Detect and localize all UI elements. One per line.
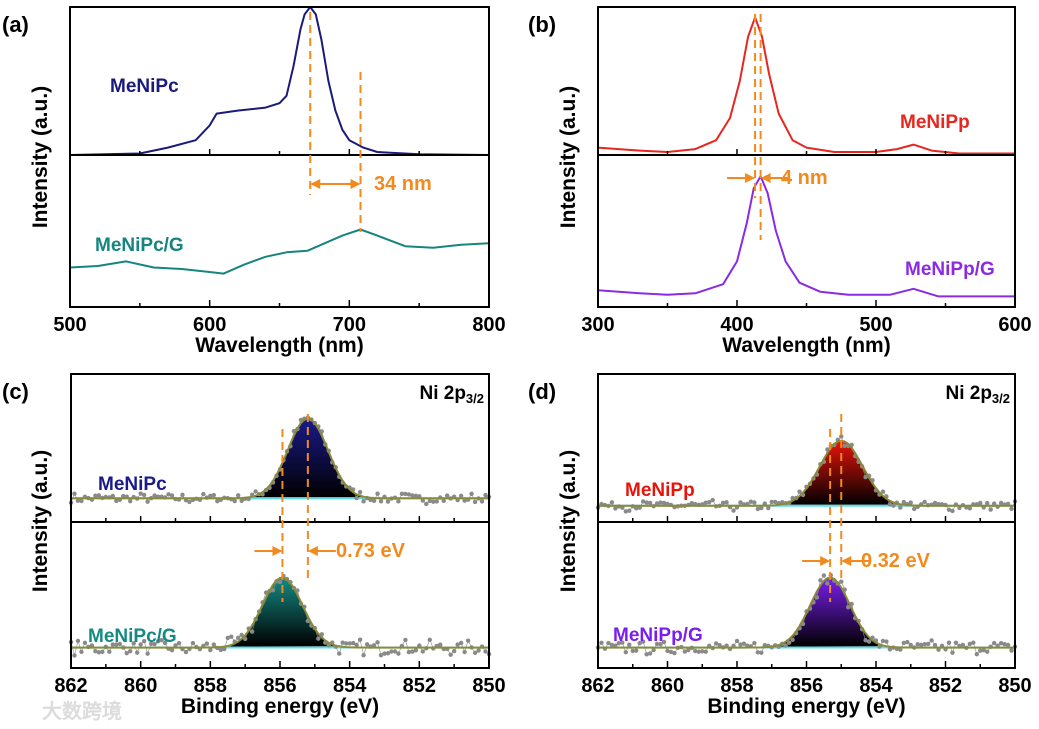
- panel-title: Ni 2p3/2: [419, 383, 484, 406]
- watermark: 大数跨境: [42, 699, 122, 723]
- x-tick-label: 500: [859, 314, 892, 336]
- x-axis: 862 860 858 856 854 852 850: [581, 516, 1032, 697]
- fit-line: [71, 417, 489, 500]
- shift-label: 4 nm: [781, 167, 828, 189]
- x-tick-label: 400: [720, 314, 753, 336]
- title-subscript: 3/2: [466, 391, 484, 406]
- series-menipp: MeNiPp: [595, 434, 1018, 514]
- panel-d: MeNiPp MeNiPp/G 862 860 858 856 854 852 850 Bindi…: [528, 373, 1032, 718]
- x-tick-label: 862: [54, 675, 87, 697]
- arrow-head: [841, 556, 852, 566]
- x-tick-label: 600: [193, 314, 226, 336]
- x-tick-label: 860: [124, 675, 157, 697]
- fit-line: [598, 576, 1015, 649]
- arrow-head: [272, 546, 283, 556]
- arrow-head-right: [350, 179, 361, 189]
- series-menipp: MeNiPp: [597, 16, 1015, 155]
- x-tick-label: 856: [790, 675, 823, 697]
- x-axis: 300 400 500 600: [581, 149, 1032, 336]
- x-axis-label: Wavelength (nm): [195, 334, 363, 357]
- series-label: MeNiPc/G: [95, 235, 184, 256]
- arrow-head: [745, 173, 756, 183]
- series-label: MeNiPp: [900, 112, 970, 133]
- series-menipc-g: MeNiPc/G: [69, 228, 490, 275]
- fit-line: [598, 439, 1015, 507]
- series-line: [597, 16, 1015, 155]
- series-label: MeNiPc: [110, 76, 179, 97]
- shift-label: 0.32 eV: [861, 550, 931, 572]
- series-label: MeNiPp: [625, 480, 695, 501]
- arrow-head: [760, 173, 771, 183]
- fit-line: [71, 576, 489, 649]
- series-line: [69, 6, 490, 156]
- series-menipc: MeNiPc: [69, 6, 490, 156]
- x-axis: 500 600 700 800: [53, 149, 506, 336]
- panel-label: (b): [528, 12, 556, 37]
- x-tick-label: 856: [263, 675, 296, 697]
- arrow-head: [307, 546, 318, 556]
- panel-a: MeNiPc MeNiPc/G 500 600 700 800 Wavelength (nm…: [2, 6, 506, 357]
- x-tick-label: 800: [472, 314, 505, 336]
- series-label: MeNiPc/G: [88, 626, 177, 647]
- x-tick-label: 854: [859, 675, 893, 697]
- x-tick-label: 600: [998, 314, 1031, 336]
- x-axis: 862 860 858 856 854 852 850: [54, 516, 506, 697]
- shift-annotation: 0.32 eV: [802, 414, 931, 602]
- x-axis-label: Wavelength (nm): [722, 334, 890, 357]
- series-menipc-g: MeNiPc/G: [68, 573, 492, 658]
- x-tick-label: 854: [333, 675, 367, 697]
- shift-annotation: 34 nm: [309, 12, 432, 232]
- y-axis-label: Intensity (a.u.): [557, 450, 580, 592]
- y-axis-label: Intensity (a.u.): [29, 450, 52, 592]
- series-menipp-g: MeNiPp/G: [597, 175, 1015, 298]
- y-axis-label: Intensity (a.u.): [557, 86, 580, 228]
- data-line: [70, 575, 490, 657]
- panel-b: MeNiPp MeNiPp/G 300 400 500 600 Wavelength (nm…: [528, 6, 1032, 357]
- title-subscript: 3/2: [992, 391, 1010, 406]
- series-label: MeNiPp/G: [905, 259, 995, 280]
- panel-label: (c): [2, 379, 29, 404]
- x-axis-label: Binding energy (eV): [707, 695, 905, 718]
- panel-label: (d): [528, 379, 556, 404]
- x-tick-label: 500: [53, 314, 86, 336]
- series-menipp-g: MeNiPp/G: [595, 572, 1018, 657]
- arrow-head-left: [310, 179, 321, 189]
- x-tick-label: 858: [194, 675, 227, 697]
- series-menipc: MeNiPc: [68, 415, 492, 507]
- x-tick-label: 850: [998, 675, 1031, 697]
- x-tick-label: 700: [333, 314, 366, 336]
- arrow-head: [820, 556, 831, 566]
- shift-annotation: 4 nm: [727, 14, 828, 240]
- x-tick-label: 300: [581, 314, 614, 336]
- shift-label: 0.73 eV: [336, 540, 406, 562]
- shift-label: 34 nm: [374, 173, 432, 195]
- series-line: [597, 175, 1015, 298]
- series-label: MeNiPp/G: [613, 625, 703, 646]
- series-label: MeNiPc: [98, 474, 167, 495]
- panel-label: (a): [2, 12, 29, 37]
- y-axis-label: Intensity (a.u.): [29, 86, 52, 228]
- x-tick-label: 860: [651, 675, 684, 697]
- panel-title: Ni 2p3/2: [945, 383, 1010, 406]
- x-tick-label: 850: [472, 675, 505, 697]
- shift-annotation: 0.73 eV: [254, 414, 406, 602]
- x-tick-label: 852: [403, 675, 436, 697]
- x-tick-label: 852: [929, 675, 962, 697]
- x-axis-label: Binding energy (eV): [181, 695, 379, 718]
- x-tick-label: 858: [720, 675, 753, 697]
- x-tick-label: 862: [581, 675, 614, 697]
- series-line: [69, 228, 490, 275]
- panel-c: MeNiPc MeNiPc/G 862 860 858 856 854 852 850 Bindi…: [2, 373, 506, 718]
